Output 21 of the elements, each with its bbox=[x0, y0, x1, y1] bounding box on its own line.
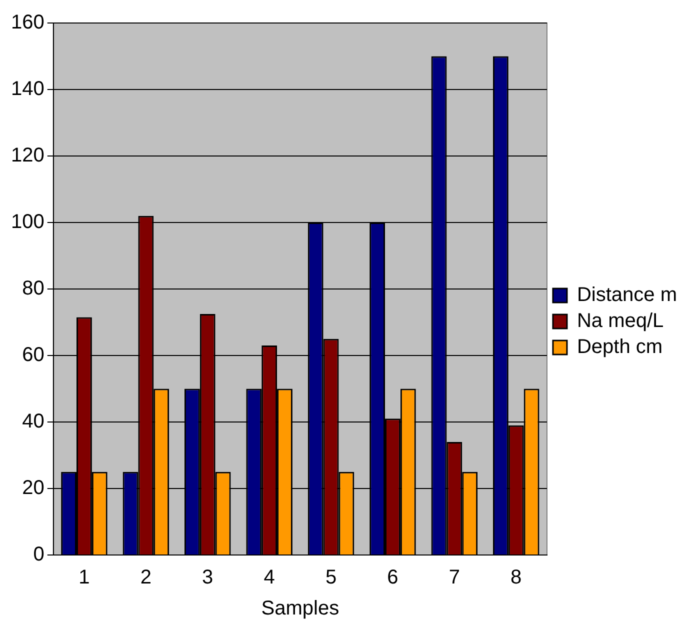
x-tick-label: 1 bbox=[78, 566, 90, 589]
x-tick-label: 7 bbox=[448, 566, 460, 589]
x-tick-label: 4 bbox=[264, 566, 275, 589]
x-tick-label: 3 bbox=[202, 566, 214, 589]
y-tick-label: 60 bbox=[22, 344, 44, 366]
y-tick-label: 100 bbox=[10, 211, 44, 234]
legend-label: Na meq/L bbox=[576, 310, 664, 332]
y-tick-label: 80 bbox=[22, 278, 44, 300]
x-axis-title: Samples bbox=[261, 598, 340, 620]
legend-label: Distance m bbox=[576, 284, 677, 306]
x-tick-label: 6 bbox=[387, 566, 398, 589]
y-tick-label: 20 bbox=[22, 477, 44, 500]
x-tick-label: 8 bbox=[510, 566, 522, 589]
y-tick-label: 40 bbox=[22, 410, 44, 433]
y-tick-label: 160 bbox=[10, 12, 44, 34]
y-tick-label: 0 bbox=[33, 544, 44, 566]
y-tick-label: 120 bbox=[10, 144, 44, 167]
x-tick-label: 5 bbox=[325, 566, 337, 589]
x-tick-label: 2 bbox=[140, 566, 152, 589]
y-tick-label: 140 bbox=[10, 78, 44, 100]
legend-label: Depth cm bbox=[576, 336, 663, 358]
